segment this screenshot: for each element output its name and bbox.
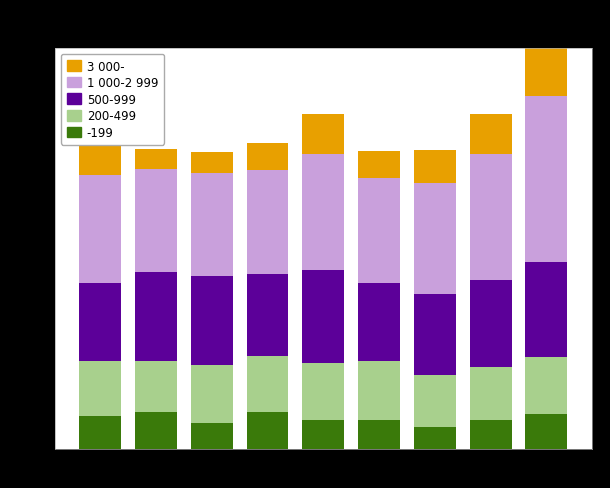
Bar xyxy=(525,414,567,449)
Bar xyxy=(525,97,567,263)
Bar xyxy=(414,183,456,295)
Bar xyxy=(414,151,456,183)
Bar xyxy=(303,270,344,363)
Bar xyxy=(358,420,400,449)
Bar xyxy=(79,175,121,283)
Bar xyxy=(246,412,289,449)
Bar xyxy=(358,179,400,283)
Bar xyxy=(303,115,344,155)
Bar xyxy=(414,295,456,375)
Bar xyxy=(303,155,344,270)
Bar xyxy=(414,375,456,427)
Bar xyxy=(358,283,400,362)
Bar xyxy=(135,412,177,449)
Bar xyxy=(246,171,289,274)
Bar xyxy=(191,277,232,366)
Bar xyxy=(358,362,400,420)
Legend: 3 000-, 1 000-2 999, 500-999, 200-499, -199: 3 000-, 1 000-2 999, 500-999, 200-499, -… xyxy=(61,55,164,145)
Bar xyxy=(470,280,512,367)
Bar xyxy=(303,363,344,420)
Bar xyxy=(79,135,121,175)
Bar xyxy=(135,169,177,273)
Bar xyxy=(246,274,289,356)
Bar xyxy=(79,416,121,449)
Bar xyxy=(246,356,289,412)
Bar xyxy=(470,114,512,154)
Bar xyxy=(191,173,232,277)
Bar xyxy=(303,420,344,449)
Bar xyxy=(135,362,177,412)
Bar xyxy=(191,153,232,173)
Bar xyxy=(191,424,232,449)
Bar xyxy=(135,273,177,362)
Bar xyxy=(525,357,567,414)
Bar xyxy=(470,154,512,280)
Bar xyxy=(358,151,400,179)
Bar xyxy=(79,283,121,362)
Bar xyxy=(525,37,567,97)
Bar xyxy=(246,143,289,171)
Bar xyxy=(191,366,232,424)
Bar xyxy=(525,263,567,357)
Bar xyxy=(470,420,512,449)
Bar xyxy=(135,149,177,169)
Bar xyxy=(470,367,512,420)
Bar xyxy=(79,362,121,416)
Bar xyxy=(414,427,456,449)
